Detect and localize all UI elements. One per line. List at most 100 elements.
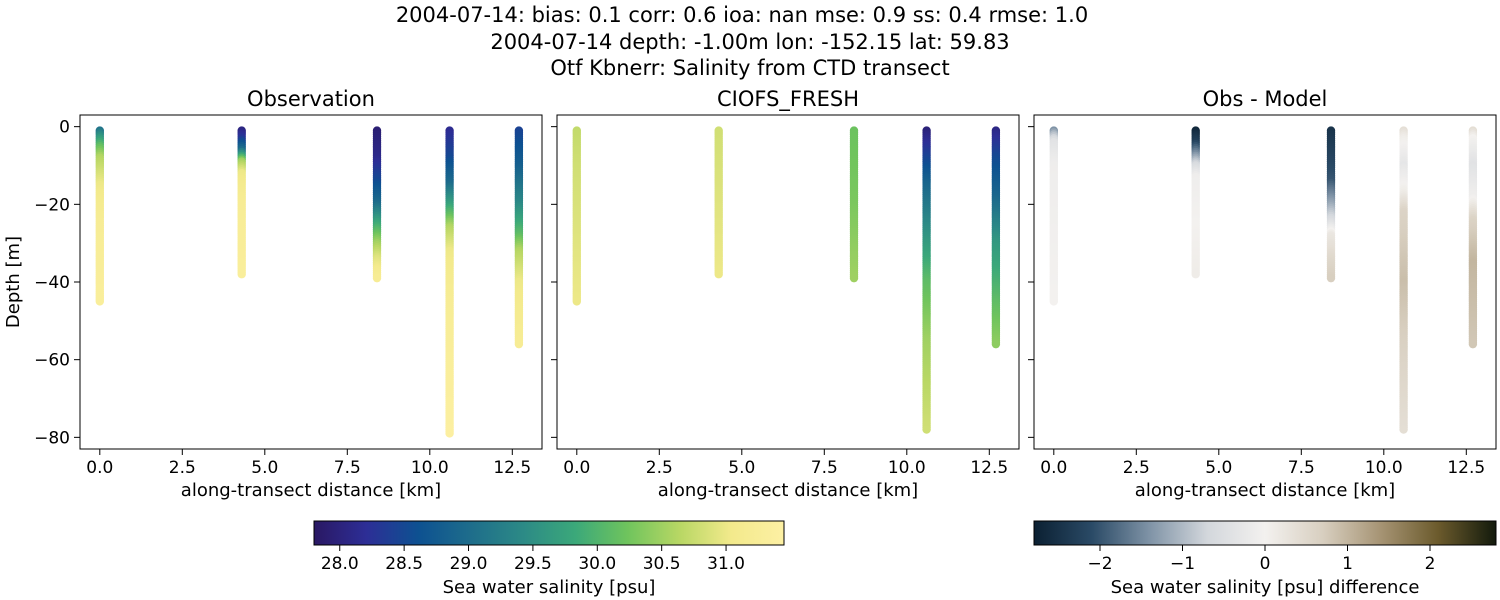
- data-point: [572, 297, 581, 306]
- x-tick-label: 2.5: [646, 458, 673, 478]
- profile-4: [445, 126, 454, 438]
- data-point: [445, 429, 454, 438]
- data-point: [514, 339, 524, 349]
- data-points: [95, 126, 524, 438]
- profile-1: [572, 126, 581, 306]
- y-tick-label: −60: [34, 351, 70, 371]
- data-point: [849, 273, 859, 283]
- chart-panel-3: Obs - Model 0.0 2.5 5.0 7.5 10.0 12.5 along-tra…: [1028, 87, 1497, 501]
- x-tick-label: 5.0: [1205, 458, 1232, 478]
- y-axis-label: Depth [m]: [3, 236, 24, 328]
- x-tick-label: 2.5: [1123, 458, 1150, 478]
- profile-2: [714, 126, 723, 279]
- header-stats-line: 2004-07-14: bias: 0.1 corr: 0.6 ioa: nan…: [396, 3, 1088, 27]
- colorbar-gradient: [1033, 520, 1497, 546]
- data-point: [1326, 273, 1336, 283]
- y-axis: [1028, 126, 1034, 438]
- x-tick-label: 0.0: [1040, 458, 1067, 478]
- header-title-line: Otf Kbnerr: Salinity from CTD transect: [550, 56, 949, 80]
- x-tick-label: 0.0: [563, 458, 590, 478]
- y-tick-label: 0: [59, 118, 70, 138]
- data-point: [1049, 297, 1059, 306]
- profile-4: [922, 126, 931, 434]
- x-tick-label: 10.0: [888, 458, 926, 478]
- colorbar-salinity: 28.0 28.5 29.0 29.5 30.0 30.5 31.0 Sea water sa…: [313, 520, 785, 598]
- data-point: [1468, 339, 1478, 349]
- x-tick-label: 12.5: [1447, 458, 1485, 478]
- data-points: [1049, 126, 1478, 434]
- data-point: [714, 270, 723, 279]
- chart-panel-2: CIOFS_FRESH 0.0 2.5 5.0 7.5 10.0 12.5 along-tra…: [551, 87, 1020, 501]
- panels: Observation 0.0 2.5 5.0 7.5 10.0 12.5 along-tra…: [3, 87, 1497, 501]
- plot-frame: [1033, 114, 1497, 450]
- plot-frame: [79, 114, 543, 450]
- colorbar-tick-label: 29.0: [450, 554, 488, 574]
- x-tick-label: 5.0: [728, 458, 755, 478]
- x-tick-label: 7.5: [811, 458, 838, 478]
- profile-1: [1049, 126, 1059, 306]
- x-axis: 0.0 2.5 5.0 7.5 10.0 12.5 along-transect dista…: [1040, 449, 1485, 501]
- colorbar-tick-label: 31.0: [707, 554, 745, 574]
- colorbar-tick-label: 29.5: [514, 554, 552, 574]
- x-tick-label: 7.5: [334, 458, 361, 478]
- data-point: [922, 425, 931, 434]
- x-tick-label: 0.0: [86, 458, 113, 478]
- x-tick-label: 10.0: [411, 458, 449, 478]
- profile-4: [1399, 126, 1408, 434]
- y-tick-label: −20: [34, 195, 70, 215]
- data-point: [1399, 425, 1408, 434]
- x-tick-label: 10.0: [1365, 458, 1403, 478]
- data-point: [1191, 270, 1200, 279]
- colorbar-tick-label: −2: [1087, 554, 1112, 574]
- x-tick-label: 2.5: [169, 458, 196, 478]
- y-tick-label: −80: [34, 428, 70, 448]
- colorbars: 28.0 28.5 29.0 29.5 30.0 30.5 31.0 Sea water sa…: [313, 520, 1497, 598]
- colorbar-tick-label: 30.5: [643, 554, 681, 574]
- data-point: [237, 270, 246, 279]
- y-axis: 0 −20 −40 −60 −80 Depth [m]: [3, 118, 80, 448]
- profile-5: [514, 126, 524, 349]
- x-tick-label: 7.5: [1288, 458, 1315, 478]
- figure-header: 2004-07-14: bias: 0.1 corr: 0.6 ioa: nan…: [396, 3, 1088, 80]
- x-tick-label: 12.5: [493, 458, 531, 478]
- header-location-line: 2004-07-14 depth: -1.00m lon: -152.15 la…: [490, 30, 1009, 54]
- x-axis-label: along-transect distance [km]: [1135, 480, 1395, 501]
- panel-title: Observation: [247, 87, 375, 111]
- profile-2: [237, 126, 246, 279]
- data-points: [572, 126, 1001, 434]
- x-tick-label: 12.5: [970, 458, 1008, 478]
- y-tick-label: −40: [34, 273, 70, 293]
- profile-3: [1326, 126, 1336, 283]
- colorbar-tick-label: 30.0: [578, 554, 616, 574]
- colorbar-tick-label: 1: [1342, 554, 1353, 574]
- colorbar-tick-label: 0: [1260, 554, 1271, 574]
- colorbar-tick-label: 28.5: [385, 554, 423, 574]
- profile-1: [95, 126, 105, 306]
- x-tick-label: 5.0: [251, 458, 278, 478]
- profile-5: [991, 126, 1001, 349]
- colorbar-label: Sea water salinity [psu]: [443, 577, 656, 598]
- plot-frame: [556, 114, 1020, 450]
- colorbar-tick-label: 28.0: [321, 554, 359, 574]
- y-axis: [551, 126, 557, 438]
- x-axis-label: along-transect distance [km]: [658, 480, 918, 501]
- x-axis-label: along-transect distance [km]: [181, 480, 441, 501]
- data-point: [95, 297, 105, 306]
- colorbar-gradient: [313, 520, 785, 546]
- profile-3: [372, 126, 382, 283]
- panel-title: CIOFS_FRESH: [717, 87, 859, 112]
- profile-5: [1468, 126, 1478, 349]
- colorbar-label: Sea water salinity [psu] difference: [1111, 577, 1420, 598]
- profile-3: [849, 126, 859, 283]
- chart-panel-1: Observation 0.0 2.5 5.0 7.5 10.0 12.5 along-tra…: [3, 87, 543, 501]
- x-axis: 0.0 2.5 5.0 7.5 10.0 12.5 along-transect dista…: [86, 449, 531, 501]
- profile-2: [1191, 126, 1200, 279]
- data-point: [372, 273, 382, 283]
- data-point: [991, 339, 1001, 349]
- x-axis: 0.0 2.5 5.0 7.5 10.0 12.5 along-transect dista…: [563, 449, 1008, 501]
- colorbar-tick-label: −1: [1170, 554, 1195, 574]
- colorbar-tick-label: 2: [1425, 554, 1436, 574]
- panel-title: Obs - Model: [1203, 87, 1328, 111]
